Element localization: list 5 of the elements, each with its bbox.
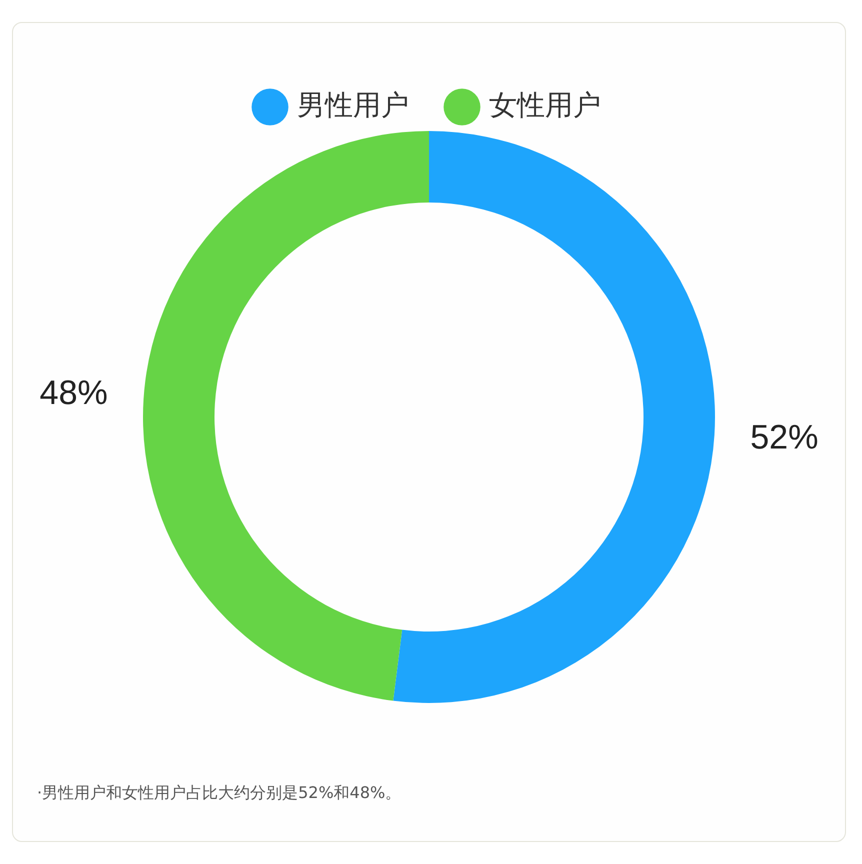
legend-label: 男性用户 xyxy=(297,88,409,122)
legend-label: 女性用户 xyxy=(489,88,601,122)
text: ·男性用户和女性用户占比大约分别是52%和48%。 xyxy=(37,783,402,804)
data-label: 48% xyxy=(40,374,108,412)
data-label: 52% xyxy=(750,418,818,457)
